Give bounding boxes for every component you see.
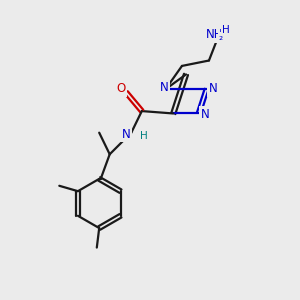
Text: O: O: [116, 82, 125, 95]
Text: NH: NH: [206, 28, 223, 41]
Text: ₂: ₂: [218, 32, 222, 42]
Text: N: N: [122, 128, 130, 141]
Text: H: H: [140, 131, 148, 141]
Text: N: N: [160, 81, 168, 94]
Text: H: H: [222, 25, 230, 35]
Text: N: N: [209, 82, 218, 95]
Text: N: N: [201, 108, 210, 121]
